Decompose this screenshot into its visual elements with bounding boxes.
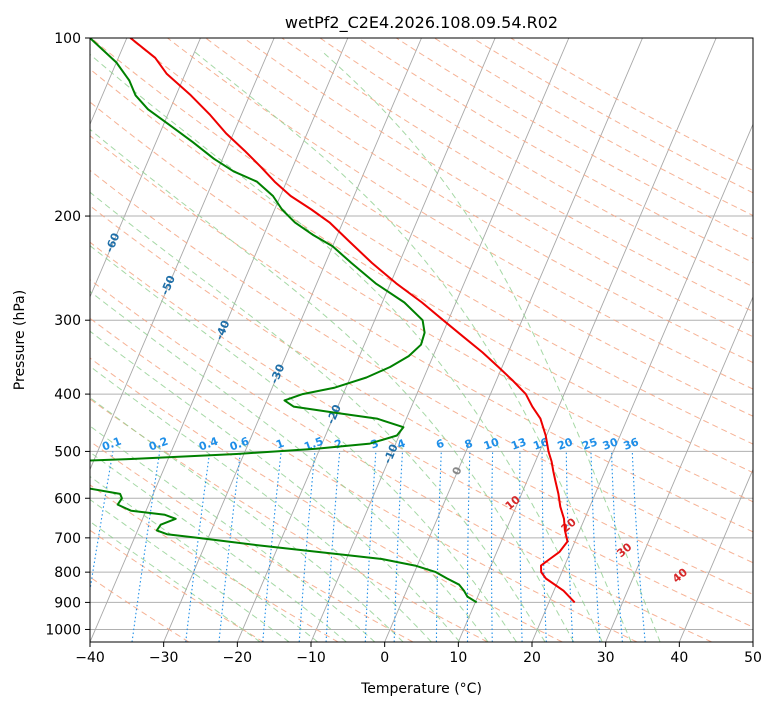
profiles bbox=[90, 38, 576, 604]
mixing-ratio-line bbox=[131, 451, 161, 642]
dry-adiabat-line bbox=[90, 440, 414, 642]
dry-adiabat-line bbox=[90, 205, 753, 595]
moist-adiabat-line bbox=[90, 451, 347, 642]
mixing-ratio-labels: 0.1 0.2 0.4 0.6 1 1.5 2 3 4 6 8 10 13 16 20 25 30 36 bbox=[100, 435, 641, 454]
y-tick-label: 800 bbox=[54, 565, 81, 581]
dry-adiabat-line bbox=[243, 38, 753, 338]
dry-adiabat-line bbox=[90, 357, 563, 642]
isotherm-line bbox=[384, 38, 643, 642]
isotherm-line bbox=[678, 468, 753, 642]
mixing-ratio-label: 10 bbox=[482, 435, 501, 453]
y-axis-label: Pressure (hPa) bbox=[12, 290, 28, 390]
dry-adiabat-line bbox=[90, 241, 753, 628]
y-axis: 1000 900 800 700 600 500 400 300 200 100 bbox=[45, 31, 90, 638]
mixing-ratio-label: 13 bbox=[509, 435, 528, 452]
mixing-ratio-label: 30 bbox=[601, 435, 620, 453]
moist-adiabat-line bbox=[90, 425, 376, 642]
y-tick-label: 500 bbox=[54, 444, 81, 460]
moist-adiabat-line bbox=[90, 245, 517, 642]
y-tick-label: 1000 bbox=[45, 622, 81, 638]
x-tick-label: 30 bbox=[597, 650, 615, 666]
x-tick-label: 20 bbox=[523, 650, 541, 666]
isotherm-line bbox=[236, 38, 496, 642]
mixing-ratio-label: 0.1 bbox=[100, 435, 123, 454]
x-tick-label: 50 bbox=[744, 650, 762, 666]
moist-adiabat-line bbox=[90, 290, 489, 642]
isotherm-line bbox=[605, 295, 753, 642]
moist-adiabat-line bbox=[320, 50, 661, 642]
dry-adiabat-line bbox=[90, 38, 753, 445]
y-tick-label: 700 bbox=[54, 531, 81, 547]
x-tick-label: −10 bbox=[296, 650, 326, 666]
dry-adiabat-line bbox=[90, 169, 753, 564]
mixing-ratio-line bbox=[185, 451, 211, 642]
mixing-ratio-label: 0.2 bbox=[147, 435, 170, 454]
isotherm-line bbox=[163, 38, 422, 642]
moist-adiabat-line bbox=[90, 498, 290, 642]
dry-adiabat-line bbox=[90, 135, 753, 533]
x-tick-label: −30 bbox=[149, 650, 179, 666]
mixing-ratio-label: 4 bbox=[395, 437, 407, 452]
dewpoint-profile-line bbox=[90, 38, 478, 604]
x-tick-label: 10 bbox=[449, 650, 467, 666]
moist-adiabat-line bbox=[90, 53, 603, 642]
background-lines bbox=[90, 38, 753, 642]
dry-adiabat-line bbox=[90, 101, 753, 503]
isotherm-line bbox=[90, 38, 349, 642]
mixing-ratio-label: 25 bbox=[580, 435, 599, 452]
dry-adiabat-line bbox=[129, 38, 753, 417]
moist-adiabat-line bbox=[192, 50, 632, 642]
mixing-ratio-label: 6 bbox=[434, 437, 446, 452]
mixing-ratio-label: 0.6 bbox=[228, 435, 251, 454]
dry-adiabat-line bbox=[90, 484, 339, 642]
mixing-ratio-line bbox=[218, 451, 242, 642]
isotherm-line bbox=[90, 38, 201, 299]
mixing-ratio-label: 1 bbox=[274, 437, 286, 452]
x-tick-label: 0 bbox=[380, 650, 389, 666]
y-tick-label: 600 bbox=[54, 491, 81, 507]
mixing-ratio-label: 0.4 bbox=[197, 435, 220, 454]
dry-adiabat-line bbox=[167, 38, 753, 390]
y-tick-label: 300 bbox=[54, 313, 81, 329]
moist-adiabat-line bbox=[90, 397, 404, 642]
y-tick-label: 400 bbox=[54, 387, 81, 403]
moist-adiabat-line bbox=[90, 365, 432, 642]
temperature-profile-line bbox=[129, 38, 576, 604]
mixing-ratio-label: 20 bbox=[556, 435, 575, 453]
moist-adiabat-line bbox=[90, 330, 461, 642]
plot-frame bbox=[89, 37, 754, 643]
x-axis-label: Temperature (°C) bbox=[360, 681, 482, 697]
mixing-ratio-label: 2 bbox=[333, 437, 345, 452]
isotherm-line bbox=[531, 123, 753, 642]
x-tick-label: −20 bbox=[223, 650, 253, 666]
y-tick-label: 100 bbox=[54, 31, 81, 47]
x-axis: −40 −30 −20 −10 0 10 20 30 40 50 bbox=[75, 642, 762, 666]
moist-adiabat-line bbox=[90, 191, 546, 642]
dry-adiabat-line bbox=[90, 68, 753, 474]
dry-adiabat-line bbox=[205, 38, 753, 364]
x-tick-label: 40 bbox=[670, 650, 688, 666]
mixing-ratio-line bbox=[90, 451, 114, 594]
isotherm-line bbox=[457, 38, 717, 642]
mixing-ratio-label: 8 bbox=[463, 437, 475, 452]
mixing-ratio-label: 3 bbox=[369, 437, 381, 452]
y-tick-label: 200 bbox=[54, 209, 81, 225]
dry-adiabat-line bbox=[90, 317, 638, 642]
moist-adiabat-line bbox=[90, 521, 261, 642]
x-tick-label: −40 bbox=[75, 650, 105, 666]
mixing-ratio-line bbox=[262, 451, 282, 642]
chart-title: wetPf2_C2E4.2026.108.09.54.R02 bbox=[285, 13, 558, 33]
y-tick-label: 900 bbox=[54, 595, 81, 611]
mixing-ratio-label: 36 bbox=[622, 435, 641, 453]
